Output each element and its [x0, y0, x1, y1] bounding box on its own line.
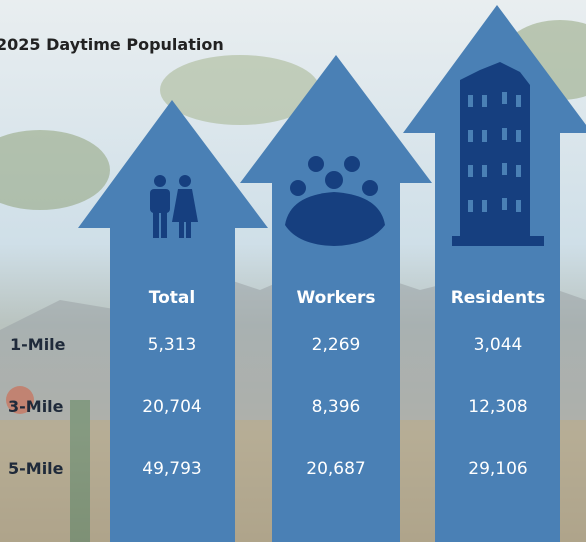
- column-header: Workers: [296, 288, 375, 308]
- cell: 3,044: [474, 335, 523, 355]
- cell: 29,106: [468, 459, 527, 479]
- title: 2025 Daytime Population: [0, 35, 224, 54]
- column-header: Residents: [451, 288, 546, 308]
- cell: 20,704: [142, 397, 201, 417]
- column-header: Total: [149, 288, 195, 308]
- row-label: 1-Mile: [10, 335, 66, 354]
- page: 2025 Daytime Population Total Workers: [0, 0, 586, 542]
- infographic: 2025 Daytime Population Total Workers: [0, 0, 586, 542]
- cell: 20,687: [306, 459, 365, 479]
- row-label: 5-Mile: [8, 459, 64, 478]
- cell: 12,308: [468, 397, 527, 417]
- cell: 2,269: [312, 335, 361, 355]
- cell: 5,313: [148, 335, 197, 355]
- cell: 49,793: [142, 459, 201, 479]
- row-label: 3-Mile: [8, 397, 64, 416]
- cell: 8,396: [312, 397, 361, 417]
